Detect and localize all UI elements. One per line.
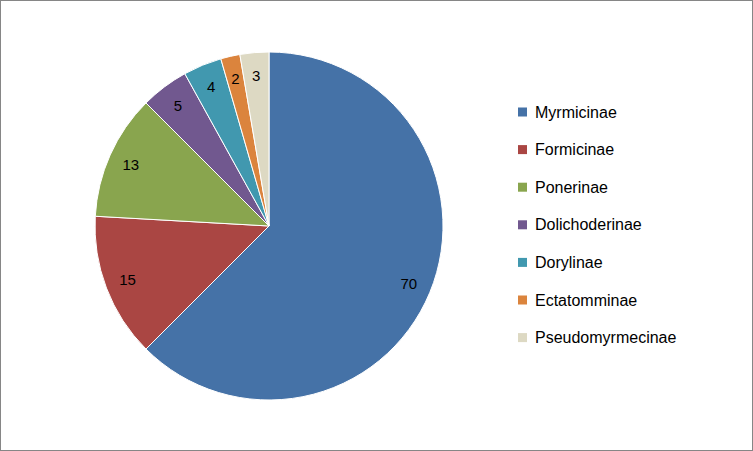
legend-swatch bbox=[518, 183, 527, 192]
data-label: 2 bbox=[231, 70, 239, 87]
data-label: 3 bbox=[252, 67, 260, 84]
pie-slice bbox=[240, 52, 269, 226]
legend-swatch bbox=[518, 258, 527, 267]
legend-label: Dolichoderinae bbox=[535, 216, 642, 233]
data-labels: 70 15 13 5 423 bbox=[119, 67, 417, 293]
legend-swatch bbox=[518, 145, 527, 154]
legend: Myrmicinae Formicinae Ponerinae Dolichoderi… bbox=[518, 104, 677, 347]
legend-label: Formicinae bbox=[535, 141, 614, 158]
pie-slice bbox=[95, 216, 269, 349]
chart: 70 15 13 5 423 Myrmicinae Formicinae Ponerinae D… bbox=[0, 0, 753, 451]
chart-root: 70 15 13 5 423 Myrmicinae Formicinae Ponerinae D… bbox=[0, 0, 753, 451]
pie bbox=[95, 52, 443, 400]
data-label: 4 bbox=[207, 78, 215, 95]
data-label: 70 bbox=[401, 275, 418, 292]
data-label: 13 bbox=[122, 156, 139, 173]
legend-label: Myrmicinae bbox=[535, 104, 617, 121]
chart-frame bbox=[1, 1, 753, 451]
legend-label: Pseudomyrmecinae bbox=[535, 329, 677, 346]
legend-swatch bbox=[518, 108, 527, 117]
legend-swatch bbox=[518, 296, 527, 305]
legend-swatch bbox=[518, 220, 527, 229]
data-label: 5 bbox=[174, 97, 182, 114]
legend-label: Ponerinae bbox=[535, 179, 608, 196]
data-label: 15 bbox=[119, 271, 136, 288]
legend-swatch bbox=[518, 333, 527, 342]
legend-label: Ectatomminae bbox=[535, 292, 637, 309]
legend-label: Dorylinae bbox=[535, 254, 603, 271]
